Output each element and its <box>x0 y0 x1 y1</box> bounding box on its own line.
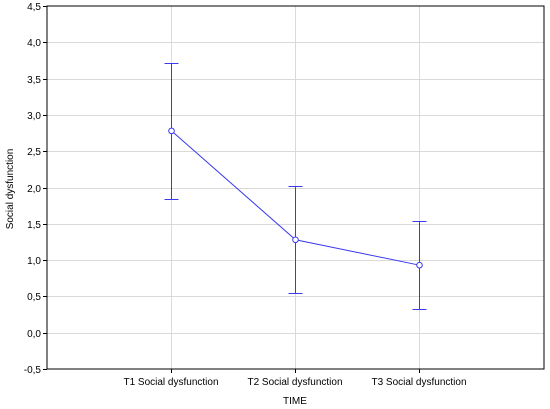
x-axis: T1 Social dysfunction T2 Social dysfuncti… <box>123 369 467 388</box>
y-tick-label: 2,0 <box>27 184 41 195</box>
data-point <box>168 127 175 135</box>
x-tick-label: T3 Social dysfunction <box>371 377 466 388</box>
y-tick-label: 0,0 <box>27 329 41 340</box>
data-point <box>416 261 423 269</box>
y-tick-label: 2,5 <box>27 147 41 158</box>
y-tick-label: 4,5 <box>27 2 41 13</box>
x-tick-label: T1 Social dysfunction <box>123 377 218 388</box>
y-tick-label: 3,5 <box>27 75 41 86</box>
x-tick-label: T2 Social dysfunction <box>247 377 342 388</box>
y-tick-label: 1,5 <box>27 220 41 231</box>
series-layer <box>164 63 427 310</box>
x-axis-title: TIME <box>283 396 307 407</box>
y-tick-label: -0,5 <box>24 365 42 376</box>
y-tick-label: 0,5 <box>27 292 41 303</box>
y-tick-label: 1,0 <box>27 256 41 267</box>
y-axis: -0,5 0,0 0,5 1,0 1,5 2,0 2,5 3,0 3,5 4,0 4,5 <box>24 2 47 376</box>
y-tick-label: 4,0 <box>27 38 41 49</box>
y-tick-label: 3,0 <box>27 111 41 122</box>
data-point <box>292 236 299 244</box>
y-axis-title: Social dysfunction <box>5 149 16 230</box>
